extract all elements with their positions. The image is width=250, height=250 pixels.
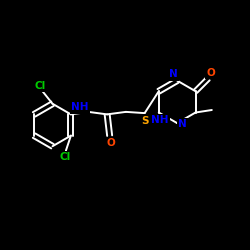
Text: N: N <box>169 69 178 80</box>
Text: O: O <box>106 138 115 148</box>
Text: O: O <box>206 68 215 78</box>
Text: Cl: Cl <box>34 81 46 91</box>
Text: S: S <box>141 116 148 126</box>
Text: NH: NH <box>71 102 88 113</box>
Text: NH: NH <box>151 115 169 125</box>
Text: Cl: Cl <box>59 152 70 162</box>
Text: N: N <box>178 120 186 130</box>
